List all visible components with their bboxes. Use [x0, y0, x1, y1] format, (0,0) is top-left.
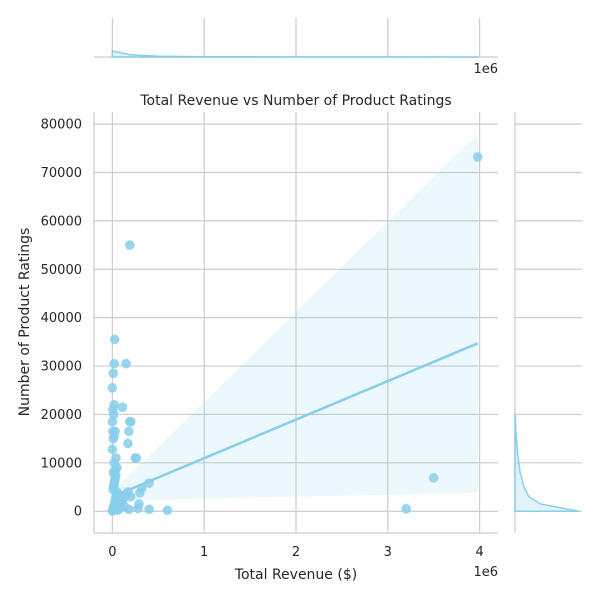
scatter-point — [428, 473, 439, 483]
main-plot: 0 1 2 3 4 0 10000 20000 30000 40000 50000 60000 700… — [17, 112, 498, 583]
scatter-point — [109, 399, 119, 410]
scatter-point — [109, 334, 120, 345]
top-x-offset-label: 1e6 — [473, 62, 498, 77]
scatter-point — [162, 505, 173, 516]
scatter-point — [134, 499, 144, 509]
scatter-point — [107, 444, 118, 455]
x-axis-label: Total Revenue ($) — [234, 567, 357, 583]
scatter-point — [125, 416, 136, 427]
x-tick-label: 0 — [108, 545, 116, 560]
scatter-point — [121, 358, 131, 369]
right-marginal-density — [514, 413, 580, 512]
scatter-point — [107, 383, 118, 393]
y-tick-label: 60000 — [41, 214, 82, 229]
scatter-point — [107, 416, 118, 427]
x-tick-label: 3 — [384, 545, 392, 560]
scatter-point — [124, 504, 134, 515]
scatter-point — [123, 438, 133, 449]
top-marginal-plot: 1e6 — [94, 18, 498, 77]
scatter-point — [110, 426, 120, 437]
y-tick-label: 70000 — [41, 166, 82, 181]
chart-title: Total Revenue vs Number of Product Ratin… — [139, 93, 451, 109]
scatter-point — [401, 504, 411, 514]
y-tick-label: 40000 — [41, 311, 82, 326]
confidence-band — [112, 133, 478, 501]
scatter-point — [124, 426, 134, 437]
y-tick-label: 80000 — [41, 118, 82, 133]
y-tick-label: 10000 — [41, 456, 82, 471]
scatter-point — [144, 504, 154, 515]
right-marginal-plot — [514, 112, 582, 533]
x-tick-label: 4 — [475, 545, 483, 560]
top-marginal-density — [111, 50, 479, 58]
y-tick-label: 20000 — [41, 408, 82, 423]
scatter-point — [125, 491, 136, 502]
scatter-point — [117, 402, 128, 412]
y-tick-label: 0 — [74, 505, 82, 520]
y-tick-label: 50000 — [41, 263, 82, 278]
y-tick-label: 30000 — [41, 360, 82, 375]
scatter-point — [109, 358, 119, 369]
scatter-point — [111, 453, 121, 463]
scatter-point — [473, 152, 483, 162]
x-tick-label: 1 — [200, 545, 208, 560]
x-tick-label: 2 — [292, 545, 300, 560]
scatter-point — [131, 453, 142, 463]
scatter-point — [125, 240, 135, 250]
regression-line — [111, 342, 479, 498]
scatter-point — [108, 368, 119, 379]
x-offset-label: 1e6 — [473, 565, 498, 580]
y-axis-label: Number of Product Ratings — [17, 228, 33, 417]
